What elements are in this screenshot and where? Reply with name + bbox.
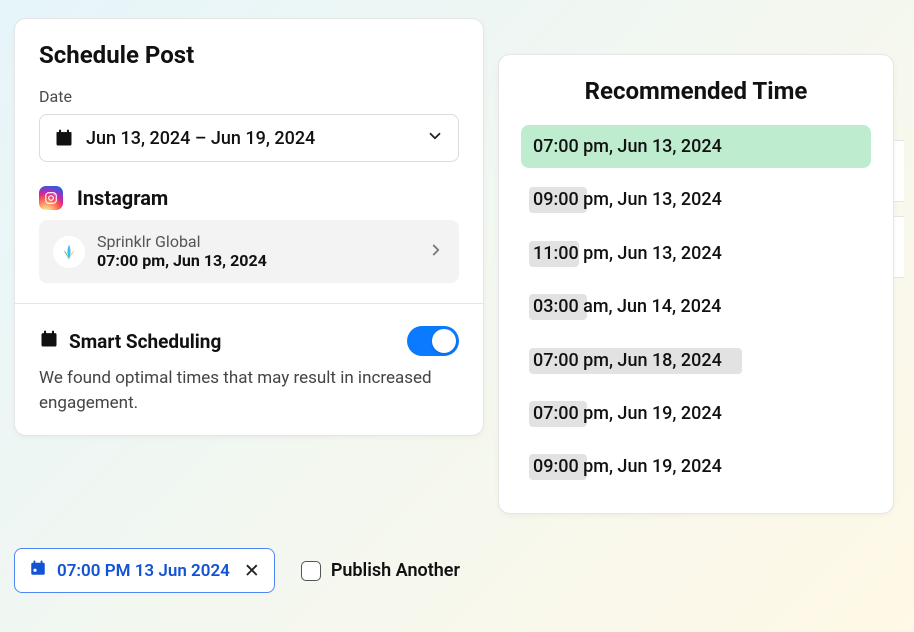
calendar-icon [29,559,47,582]
slot-text: 07:00 pm, Jun 18, 2024 [533,350,722,371]
recommended-title: Recommended Time [521,77,871,105]
date-range-text: Jun 13, 2024 – Jun 19, 2024 [86,128,414,149]
instagram-icon [39,186,63,210]
scheduled-time-chip[interactable]: 07:00 PM 13 Jun 2024 ✕ [14,548,275,593]
account-scheduled-time: 07:00 pm, Jun 13, 2024 [97,251,415,271]
slot-text: 09:00 pm, Jun 13, 2024 [533,189,722,210]
smart-scheduling-description: We found optimal times that may result i… [39,366,459,415]
chevron-right-icon [427,241,445,263]
publish-another-label: Publish Another [331,560,460,581]
chevron-down-icon [426,127,444,149]
time-slot[interactable]: 09:00 pm, Jun 13, 2024 [521,178,871,221]
time-slot[interactable]: 07:00 pm, Jun 19, 2024 [521,392,871,435]
smart-scheduling-toggle[interactable] [407,326,459,356]
slot-text: 07:00 pm, Jun 13, 2024 [533,136,722,157]
time-slot[interactable]: 09:00 pm, Jun 19, 2024 [521,445,871,488]
time-slot[interactable]: 03:00 am, Jun 14, 2024 [521,285,871,328]
calendar-smart-icon [39,329,59,353]
time-slot[interactable]: 11:00 pm, Jun 13, 2024 [521,232,871,275]
slot-text: 09:00 pm, Jun 19, 2024 [533,456,722,477]
sprinklr-logo-icon [53,236,85,268]
smart-scheduling-title: Smart Scheduling [69,330,397,353]
time-slot[interactable]: 07:00 pm, Jun 18, 2024 [521,339,871,382]
date-range-picker[interactable]: Jun 13, 2024 – Jun 19, 2024 [39,114,459,162]
chip-text: 07:00 PM 13 Jun 2024 [57,561,230,581]
account-card[interactable]: Sprinklr Global 07:00 pm, Jun 13, 2024 [39,220,459,283]
account-name: Sprinklr Global [97,232,415,251]
chip-close-icon[interactable]: ✕ [244,559,260,582]
slot-text: 07:00 pm, Jun 19, 2024 [533,403,722,424]
slot-text: 03:00 am, Jun 14, 2024 [533,296,721,317]
panel-title: Schedule Post [39,41,459,69]
time-slot[interactable]: 07:00 pm, Jun 13, 2024 [521,125,871,168]
platform-name: Instagram [77,186,168,210]
recommended-time-panel: Recommended Time 07:00 pm, Jun 13, 2024 0… [498,54,894,514]
slot-text: 11:00 pm, Jun 13, 2024 [533,243,722,264]
schedule-post-panel: Schedule Post Date Jun 13, 2024 – Jun 19… [14,18,484,436]
date-field-label: Date [39,87,459,106]
calendar-icon [54,128,74,148]
publish-another-checkbox[interactable] [301,561,321,581]
platform-row: Instagram [39,186,459,210]
bottom-bar: 07:00 PM 13 Jun 2024 ✕ Publish Another [14,548,460,593]
publish-another-row[interactable]: Publish Another [301,560,460,581]
